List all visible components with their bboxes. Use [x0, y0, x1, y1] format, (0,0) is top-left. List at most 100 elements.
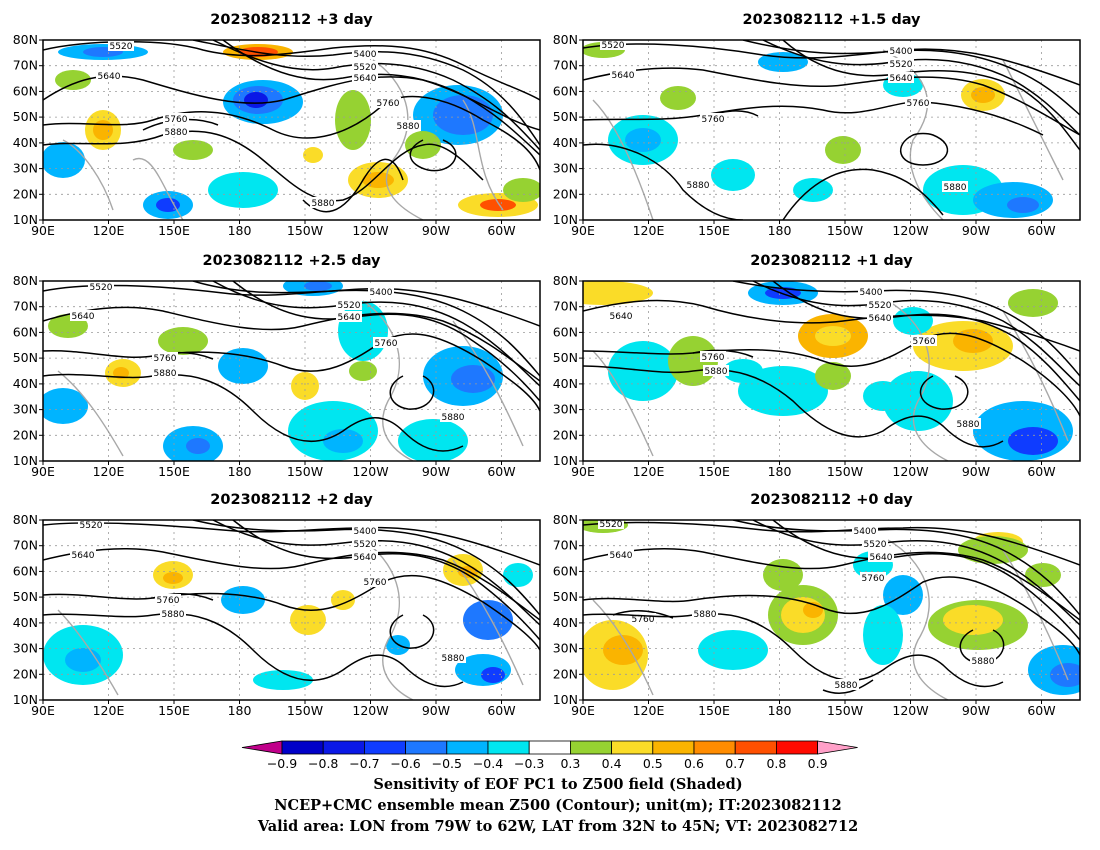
contour-label: 5760 — [165, 115, 188, 125]
sensitivity-shading — [793, 178, 833, 202]
contour-label-bg — [867, 299, 893, 310]
lon-label: 150W — [827, 223, 863, 238]
lat-label: 70N — [553, 58, 578, 73]
contour-label: 5400 — [354, 527, 377, 537]
lon-label: 120W — [352, 703, 388, 718]
z500-contour — [742, 40, 1080, 116]
colorbar-tick-label: 0.3 — [560, 756, 580, 771]
lon-label: 150E — [158, 703, 190, 718]
z500-contour — [43, 574, 540, 651]
lat-label: 40N — [553, 135, 578, 150]
colorbar-cell — [322, 740, 365, 755]
contour-label: 5640 — [890, 74, 913, 84]
sensitivity-shading — [583, 281, 653, 305]
colorbar-cell — [734, 740, 777, 755]
colorbar-cell — [446, 740, 489, 755]
contour-label: 5760 — [862, 574, 885, 584]
contour-label: 5760 — [154, 354, 177, 364]
sensitivity-shading — [958, 536, 1028, 564]
contour-label: 5880 — [835, 681, 858, 691]
lat-label: 10N — [13, 453, 38, 468]
contour-label-bg — [867, 312, 893, 323]
contour-label-bg — [155, 594, 181, 605]
colorbar-tick-label: −0.5 — [432, 756, 462, 771]
sensitivity-shading — [158, 327, 208, 355]
map-frame — [582, 280, 1081, 462]
lat-label: 10N — [13, 212, 38, 227]
lat-label: 20N — [553, 666, 578, 681]
contour-label-bg — [440, 411, 466, 422]
contour-label: 5880 — [442, 413, 465, 423]
z500-contour — [583, 143, 944, 220]
colorbar-min-arrow — [241, 740, 283, 755]
lon-label: 60W — [1027, 703, 1055, 718]
lat-label: 20N — [13, 427, 38, 442]
contour-label-bg — [942, 181, 968, 192]
panel-title: 2023082112 +1.5 day — [743, 12, 922, 28]
contour-label-bg — [395, 120, 421, 131]
lon-label: 120E — [93, 223, 125, 238]
contour-label-bg — [163, 126, 189, 137]
contour-label: 5400 — [854, 527, 877, 537]
map-panel-0: 2023082112 +3 day55205640540055205640576… — [13, 12, 541, 238]
sensitivity-shading — [815, 362, 851, 390]
contour-label: 5880 — [687, 181, 710, 191]
lon-label: 90E — [31, 223, 55, 238]
coastline — [57, 539, 524, 700]
lon-label: 150E — [158, 223, 190, 238]
z500-contour — [583, 332, 1080, 417]
contour-label-bg — [70, 310, 96, 321]
contour-label-bg — [160, 608, 186, 619]
contour-label: 5640 — [354, 553, 377, 563]
colorbar-tick-label: −0.8 — [308, 756, 338, 771]
z500-contour — [583, 547, 1080, 621]
contour-label-bg — [868, 551, 894, 562]
contour-label-bg — [163, 113, 189, 124]
lon-label: 60W — [487, 464, 515, 479]
contour-label-bg — [700, 113, 726, 124]
sensitivity-shading — [625, 128, 661, 152]
z500-contour — [762, 40, 1080, 136]
contour-label: 5640 — [72, 312, 95, 322]
map-frame — [582, 519, 1081, 701]
contour-label: 5760 — [375, 339, 398, 349]
map-frame — [582, 39, 1081, 221]
lat-label: 60N — [553, 324, 578, 339]
z500-contour — [43, 333, 540, 412]
lon-label: 150W — [287, 464, 323, 479]
z500-contour — [43, 373, 464, 452]
contour-label-bg — [905, 97, 931, 108]
contour-label: 5520 — [869, 301, 892, 311]
contour-label: 5760 — [907, 99, 930, 109]
sensitivity-shading — [244, 92, 268, 108]
contour-label-bg — [610, 69, 636, 80]
colorbar-cell — [611, 740, 654, 755]
caption-line-1: Sensitivity of EOF PC1 to Z500 field (Sh… — [373, 776, 742, 793]
contour-label-bg — [703, 365, 729, 376]
sensitivity-shading — [1008, 427, 1058, 455]
lon-label: 120W — [892, 464, 928, 479]
contour-label-bg — [152, 367, 178, 378]
contour-label-bg — [362, 576, 388, 587]
contour-label: 5760 — [632, 615, 655, 625]
lon-label: 120W — [892, 703, 928, 718]
z500-contour — [212, 40, 540, 151]
lon-label: 120W — [352, 223, 388, 238]
lon-label: 180 — [768, 703, 792, 718]
lon-label: 90W — [422, 703, 450, 718]
z500-contour — [919, 375, 969, 410]
contour-label: 5400 — [890, 47, 913, 57]
z500-contour — [43, 547, 540, 621]
colorbar-tick-label: 0.5 — [643, 756, 663, 771]
sensitivity-shading — [173, 140, 213, 160]
lat-label: 20N — [13, 186, 38, 201]
contour-label: 5520 — [864, 540, 887, 550]
lat-label: 40N — [13, 135, 38, 150]
lat-label: 80N — [13, 512, 38, 527]
contour-label-bg — [700, 351, 726, 362]
contour-label: 5520 — [890, 60, 913, 70]
colorbar-cell — [281, 740, 324, 755]
contour-label: 5880 — [972, 657, 995, 667]
lat-label: 70N — [553, 299, 578, 314]
sensitivity-shading — [304, 281, 332, 291]
